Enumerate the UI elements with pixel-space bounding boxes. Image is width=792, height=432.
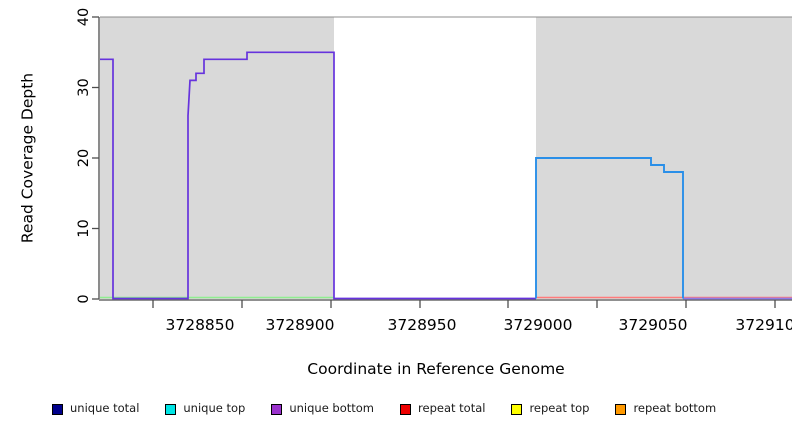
y-axis bbox=[92, 16, 100, 300]
legend-item-repeat-top[interactable]: repeat top bbox=[511, 403, 589, 415]
legend-item-label: unique bottom bbox=[289, 401, 375, 416]
series-line-unique-bottom bbox=[100, 51, 536, 300]
y-tick-label-10: 10 bbox=[76, 219, 92, 237]
legend-item-label: repeat top bbox=[529, 401, 590, 416]
square-swatch-icon bbox=[400, 403, 412, 415]
y-tick-label-40: 40 bbox=[76, 8, 92, 26]
shaded-regions bbox=[100, 17, 792, 299]
y-axis-title: Read Coverage Depth bbox=[19, 73, 37, 243]
y-tick-label-20: 20 bbox=[76, 149, 92, 167]
x-tick-label-3729050: 3729050 bbox=[618, 316, 687, 334]
square-swatch-icon bbox=[271, 403, 283, 415]
series-line-repeat-bottom bbox=[535, 157, 684, 299]
x-tick-label-3728900: 3728900 bbox=[265, 316, 334, 334]
square-swatch-icon bbox=[52, 403, 63, 415]
legend-item-repeat-bottom[interactable]: repeat bottom bbox=[615, 403, 716, 415]
legend-item-label: repeat total bbox=[418, 401, 486, 416]
x-axis bbox=[99, 299, 792, 308]
legend-item-repeat-total[interactable]: repeat total bbox=[400, 403, 485, 415]
square-swatch-icon bbox=[511, 403, 523, 415]
shaded-region-unique bbox=[100, 17, 334, 299]
y-tick-label-0: 0 bbox=[76, 294, 92, 303]
x-tick-label-3729000: 3729000 bbox=[503, 316, 572, 334]
y-tick-label-30: 30 bbox=[76, 78, 92, 96]
square-swatch-icon bbox=[165, 403, 177, 415]
legend-item-unique-top[interactable]: unique top bbox=[165, 403, 245, 415]
x-axis-title: Coordinate in Reference Genome bbox=[307, 360, 564, 378]
chart-legend: unique total unique top unique bottom re… bbox=[0, 396, 792, 422]
y-tick-labels: 0 10 20 30 40 bbox=[76, 8, 92, 304]
legend-item-unique-total[interactable]: unique total bbox=[52, 403, 139, 415]
legend-item-label: repeat bottom bbox=[633, 401, 717, 416]
legend-item-label: unique top bbox=[183, 401, 246, 416]
square-swatch-icon bbox=[615, 403, 627, 415]
x-tick-label-3728950: 3728950 bbox=[387, 316, 456, 334]
legend-item-label: unique total bbox=[70, 401, 140, 416]
x-tick-labels: 3728850 3728900 3728950 3729000 3729050 … bbox=[165, 316, 792, 334]
legend-item-unique-bottom[interactable]: unique bottom bbox=[271, 403, 374, 415]
x-tick-label-3728850: 3728850 bbox=[165, 316, 234, 334]
x-tick-label-3729100: 372910 bbox=[735, 316, 792, 334]
